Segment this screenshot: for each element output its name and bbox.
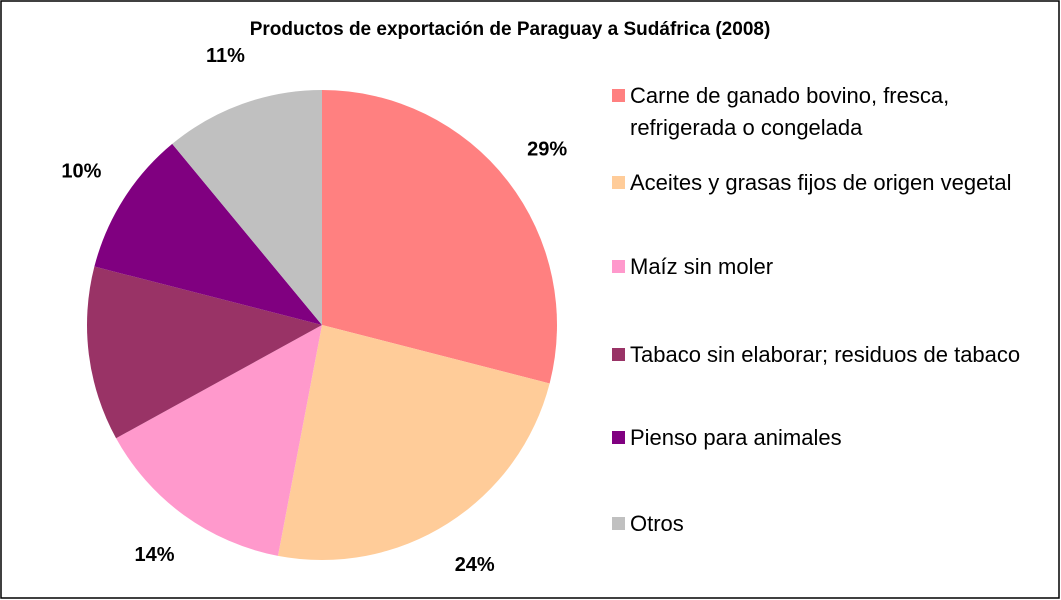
data-label: 14% [134, 544, 174, 566]
legend-label: Aceites y grasas fijos de origen vegetal [630, 170, 1012, 195]
data-label: 29% [527, 139, 567, 161]
pie-slice [277, 325, 550, 560]
pie-slice [172, 90, 322, 325]
data-label: 24% [455, 554, 495, 576]
pie-slice [116, 325, 322, 556]
legend-swatch [612, 348, 625, 361]
chart-title: Productos de exportación de Paraguay a S… [250, 19, 771, 40]
legend-label: Otros [630, 511, 684, 536]
legend-entry: Tabaco sin elaborar; residuos de tabaco [612, 339, 1032, 371]
legend-swatch [612, 89, 625, 102]
data-label: 11% [206, 45, 245, 67]
pie-slice [87, 266, 323, 439]
legend-label: Pienso para animales [630, 425, 842, 450]
pie-slice [322, 90, 557, 384]
data-label: 10% [61, 161, 101, 183]
legend-swatch [612, 176, 625, 189]
legend-label: Carne de ganado bovino, fresca, refriger… [630, 83, 950, 140]
pie-slice [94, 143, 322, 325]
legend-swatch [612, 260, 625, 273]
legend-entry: Carne de ganado bovino, fresca, refriger… [612, 80, 1032, 144]
legend-label: Maíz sin moler [630, 254, 774, 279]
legend-entry: Maíz sin moler [612, 251, 1032, 283]
legend-swatch [612, 431, 625, 444]
legend-entry: Aceites y grasas fijos de origen vegetal [612, 167, 1032, 199]
legend-entry: Pienso para animales [612, 422, 1032, 454]
legend-entry: Otros [612, 508, 1032, 540]
legend-swatch [612, 517, 625, 530]
legend-label: Tabaco sin elaborar; residuos de tabaco [630, 342, 1021, 367]
